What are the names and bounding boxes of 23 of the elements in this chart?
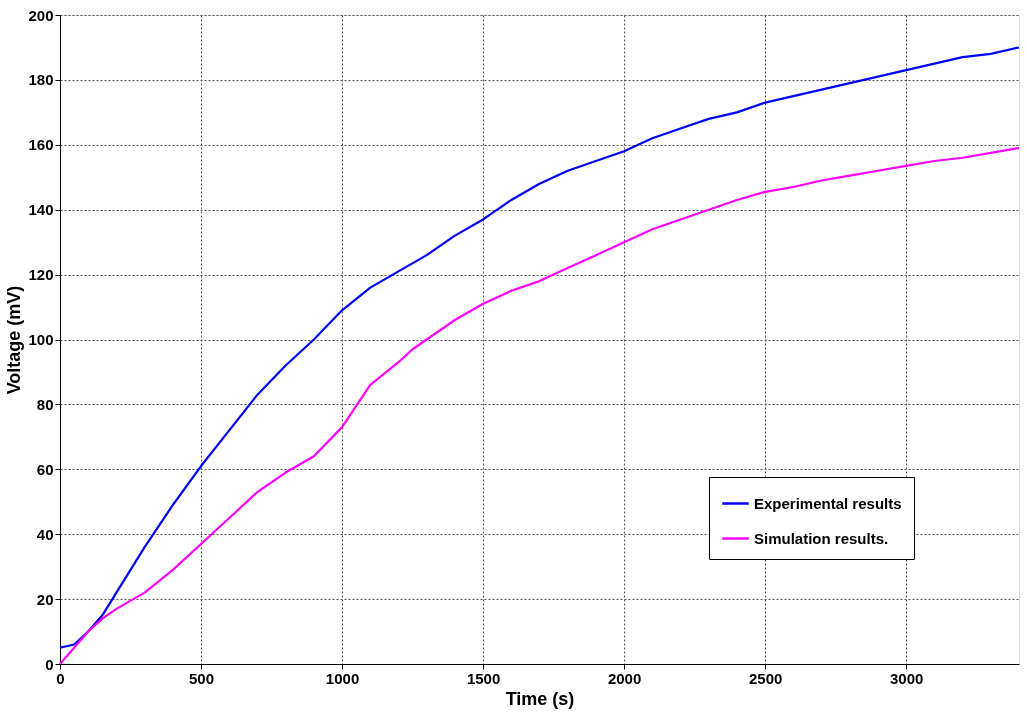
y-tick-label: 60 (36, 460, 54, 478)
y-tick-label: 20 (36, 590, 54, 608)
x-tick-label: 1500 (466, 669, 501, 687)
y-tick-label: 40 (36, 525, 54, 543)
x-tick-label: 0 (56, 669, 65, 687)
y-axis-title: Voltage (mV) (4, 285, 25, 395)
y-tick-label: 0 (45, 655, 54, 673)
y-tick-label: 100 (28, 331, 54, 348)
legend-label: Experimental results (754, 494, 902, 512)
x-tick-label: 3000 (889, 669, 924, 687)
x-tick-label: 500 (189, 669, 215, 687)
x-axis-title: Time (s) (505, 688, 575, 709)
y-tick-label: 80 (36, 395, 54, 413)
x-tick-label: 1000 (325, 669, 360, 687)
x-tick-label: 2500 (748, 669, 783, 687)
y-tick-label: 120 (28, 266, 54, 284)
x-tick-label: 2000 (607, 669, 642, 687)
y-tick-label: 180 (28, 71, 54, 89)
y-tick-label: 200 (28, 6, 54, 24)
legend-label: Simulation results. (754, 529, 889, 547)
y-tick-label: 140 (28, 201, 54, 219)
line-series (58, 46, 1021, 649)
y-tick-label: 160 (28, 136, 54, 154)
